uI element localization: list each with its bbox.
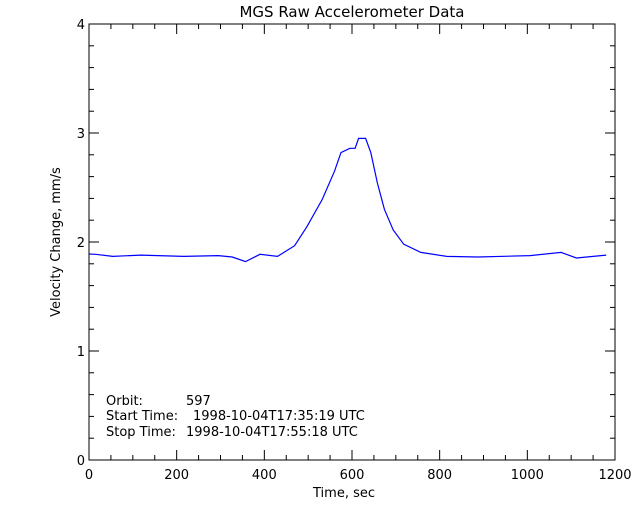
y-tick-label: 0 [77,454,85,469]
x-tick-label: 800 [427,468,452,483]
y-tick-label: 1 [77,345,85,360]
orbit-info: Orbit: 597 Start Time: 1998-10-04T17:35:… [106,394,365,440]
y-tick-label: 2 [77,236,85,251]
x-axis-label: Time, sec [312,486,375,501]
x-tick-label: 400 [252,468,277,483]
start-time-value: 1998-10-04T17:35:19 UTC [193,409,365,424]
y-tick-label: 4 [77,18,85,33]
y-tick-label: 3 [77,127,85,142]
stop-time-label: Stop Time: [106,425,176,440]
x-tick-label: 1000 [511,468,544,483]
axis-ticks [88,23,616,461]
x-tick-label: 1200 [598,468,631,483]
y-tick-labels: 0 1 2 3 4 [77,18,85,469]
orbit-label: Orbit: [106,394,143,409]
x-tick-labels: 0 200 400 600 800 1000 1200 [85,468,632,483]
x-tick-label: 0 [85,468,93,483]
start-time-label: Start Time: [106,409,178,424]
orbit-value: 597 [186,394,211,409]
plot-frame [88,23,616,461]
y-axis-label: Velocity Change, mm/s [49,167,64,317]
velocity-series-line [88,137,607,263]
chart-title: MGS Raw Accelerometer Data [239,3,464,21]
stop-time-value: 1998-10-04T17:55:18 UTC [186,425,358,440]
x-tick-label: 200 [164,468,189,483]
x-tick-label: 600 [340,468,365,483]
